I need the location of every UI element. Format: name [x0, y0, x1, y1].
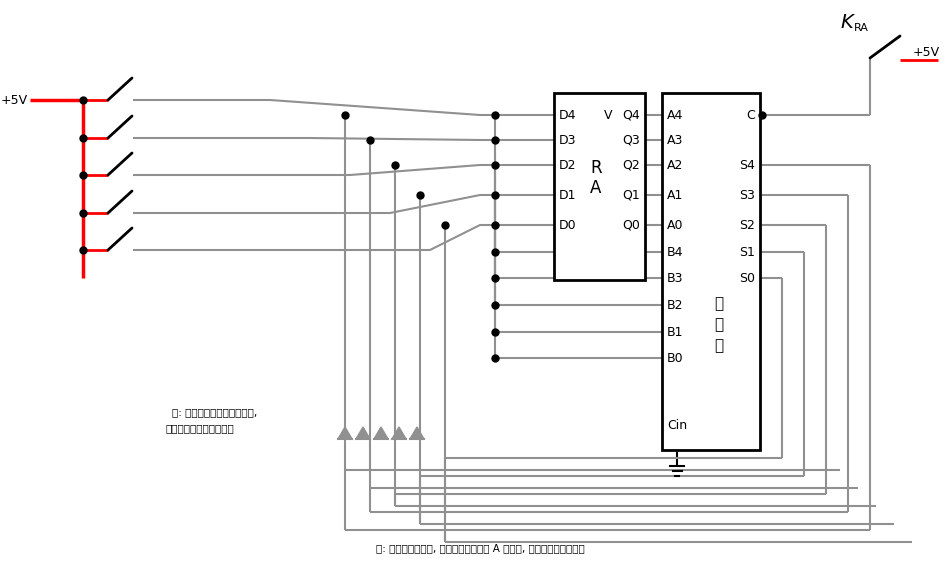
Bar — [554, 93, 645, 280]
Text: D2: D2 — [559, 159, 577, 172]
Text: D0: D0 — [559, 218, 577, 232]
Text: Cin: Cin — [667, 419, 688, 431]
Text: B3: B3 — [667, 272, 684, 284]
Text: A2: A2 — [667, 159, 684, 172]
Text: S3: S3 — [739, 188, 755, 201]
Text: S4: S4 — [739, 159, 755, 172]
Text: 注: 因实现层面上的一些缺陷,: 注: 因实现层面上的一些缺陷, — [172, 407, 258, 417]
Text: RA: RA — [854, 23, 869, 33]
Polygon shape — [338, 427, 352, 439]
Text: +5V: +5V — [913, 45, 940, 58]
Text: K: K — [840, 12, 852, 31]
Text: B4: B4 — [667, 246, 684, 259]
Text: D3: D3 — [559, 134, 577, 146]
Text: 此处加入二极管防止倒流: 此处加入二极管防止倒流 — [166, 423, 234, 433]
Text: S1: S1 — [739, 246, 755, 259]
Text: B0: B0 — [667, 352, 684, 365]
Text: D1: D1 — [559, 188, 577, 201]
Text: Q1: Q1 — [622, 188, 640, 201]
Bar — [662, 93, 760, 450]
Polygon shape — [374, 427, 388, 439]
Text: B2: B2 — [667, 298, 684, 311]
Text: 加
法
器: 加 法 器 — [714, 297, 724, 353]
Text: V: V — [604, 108, 613, 122]
Polygon shape — [392, 427, 406, 439]
Text: A4: A4 — [667, 108, 684, 122]
Text: Q2: Q2 — [622, 159, 640, 172]
Text: Q0: Q0 — [622, 218, 640, 232]
Polygon shape — [410, 427, 424, 439]
Text: Q4: Q4 — [622, 108, 640, 122]
Text: D4: D4 — [559, 108, 577, 122]
Text: C: C — [746, 108, 755, 122]
Text: Q3: Q3 — [622, 134, 640, 146]
Text: 注: 因结果直接回流, 当加法器左上方的 A 有值时, 结果会不断振荡变大: 注: 因结果直接回流, 当加法器左上方的 A 有值时, 结果会不断振荡变大 — [376, 543, 584, 553]
Text: A0: A0 — [667, 218, 684, 232]
Polygon shape — [356, 427, 370, 439]
Text: A3: A3 — [667, 134, 684, 146]
Text: +5V: +5V — [1, 94, 28, 107]
Text: S2: S2 — [739, 218, 755, 232]
Text: S0: S0 — [739, 272, 755, 284]
Text: A1: A1 — [667, 188, 684, 201]
Text: R
A: R A — [590, 159, 601, 197]
Text: B1: B1 — [667, 325, 684, 338]
